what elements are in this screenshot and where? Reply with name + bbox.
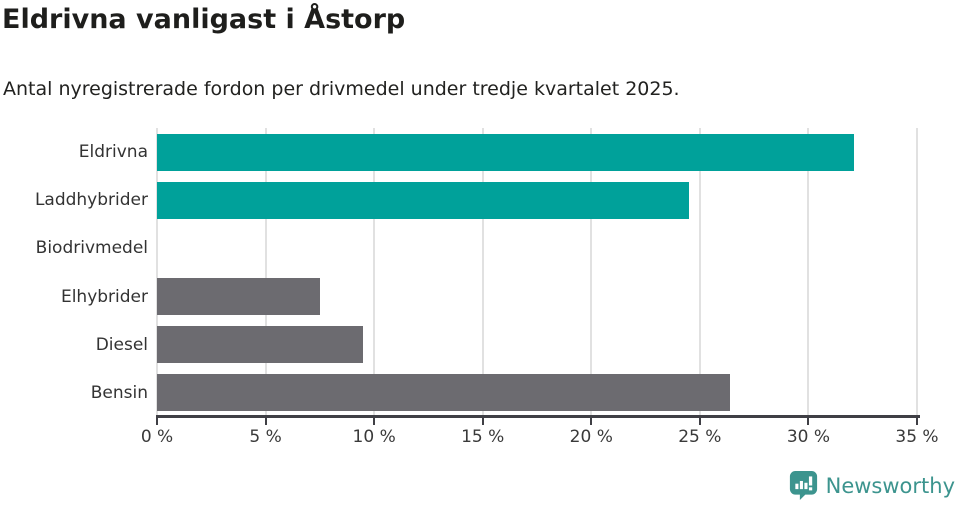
category-label: Bensin (90, 382, 148, 403)
category-label: Biodrivmedel (35, 238, 148, 259)
x-tick-mark (156, 418, 158, 425)
category-label: Elhybrider (60, 286, 148, 307)
x-axis-line (156, 415, 920, 418)
bar-diesel (157, 326, 364, 364)
gridline (698, 128, 701, 417)
x-tick-label: 15 % (461, 427, 505, 447)
bar-row (157, 176, 917, 224)
chart-title: Eldrivna vanligast i Åstorp (2, 4, 406, 35)
x-axis: 0 % 5 % 10 % 15 % 20 % 25 % 30 % 35 % (141, 418, 939, 458)
x-tick-label: 0 % (140, 427, 174, 447)
x-tick-label: 35 % (895, 427, 939, 447)
gridline (156, 128, 158, 417)
bar-row (157, 128, 917, 176)
gridline (373, 128, 376, 417)
x-tick-mark (916, 418, 918, 425)
category-labels: Eldrivna Laddhybrider Biodrivmedel Elhybrid… (0, 128, 148, 417)
x-tick-label: 20 % (569, 427, 613, 447)
category-label: Diesel (95, 334, 148, 355)
x-tick-mark (264, 418, 267, 425)
category-label: Eldrivna (78, 142, 148, 163)
plot-area (156, 128, 918, 417)
gridline (807, 128, 810, 417)
gridline (264, 128, 267, 417)
brand-name: Newsworthy (825, 473, 955, 498)
bar-laddhybrider (157, 181, 689, 219)
x-tick-label: 25 % (678, 427, 722, 447)
bar-bensin (157, 374, 731, 412)
brand-footer: Newsworthy (789, 470, 955, 501)
x-tick-mark (373, 418, 376, 425)
x-tick-mark (807, 418, 810, 425)
x-tick-label: 30 % (786, 427, 831, 447)
x-tick-mark (698, 418, 701, 425)
bar-eldrivna (157, 133, 855, 171)
gridline (481, 128, 484, 417)
x-tick-mark (481, 418, 484, 425)
bar-row (157, 273, 917, 321)
bar-row (157, 321, 917, 369)
bar-elhybrider (157, 278, 320, 316)
gridline (916, 128, 918, 417)
gridline (590, 128, 593, 417)
x-tick-label: 5 % (249, 427, 282, 447)
bar-row (157, 369, 917, 417)
category-label: Laddhybrider (34, 190, 148, 211)
x-tick-label: 10 % (352, 427, 396, 447)
x-tick-mark (590, 418, 593, 425)
chart-subtitle: Antal nyregistrerade fordon per drivmede… (3, 78, 680, 100)
newsworthy-logo-icon (789, 471, 817, 500)
bar-row (157, 224, 917, 272)
